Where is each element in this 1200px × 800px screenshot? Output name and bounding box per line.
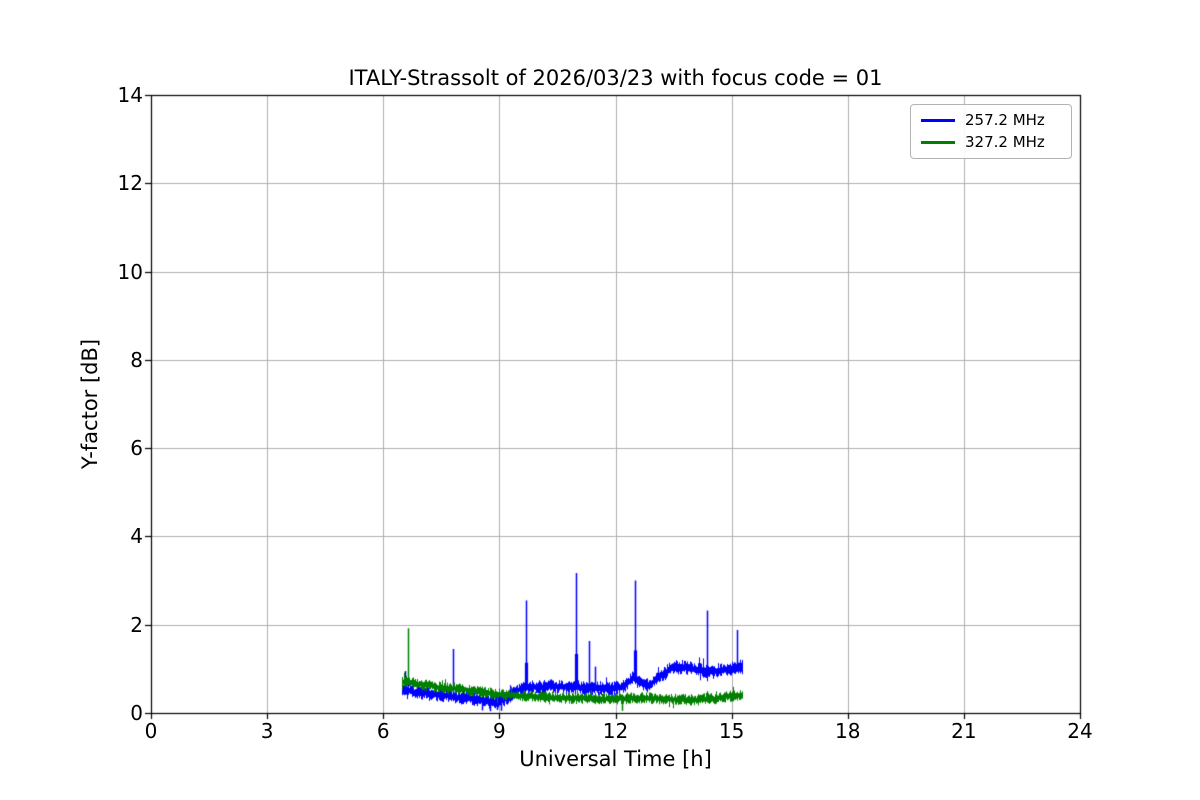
x-tick-label: 9 — [493, 719, 506, 743]
x-axis-label: Universal Time [h] — [519, 747, 712, 771]
x-tick-label: 12 — [602, 719, 629, 743]
y-tick-label: 4 — [130, 524, 143, 549]
x-tick-label: 18 — [835, 719, 861, 743]
x-tick-label: 6 — [376, 719, 390, 743]
y-tick-label: 6 — [130, 436, 143, 461]
legend-line-sample — [921, 119, 955, 122]
x-tick-label: 0 — [144, 719, 158, 743]
y-tick-label: 8 — [130, 347, 143, 372]
y-tick-label: 10 — [117, 259, 143, 284]
x-tick-label: 3 — [260, 719, 274, 743]
legend-label: 257.2 MHz — [965, 111, 1045, 129]
y-tick-label: 12 — [117, 171, 143, 196]
x-tick-label: 15 — [718, 719, 745, 743]
legend-row: 327.2 MHz — [921, 135, 1061, 150]
y-tick-label: 2 — [130, 612, 143, 637]
x-tick-label: 24 — [1067, 719, 1093, 743]
legend-label: 327.2 MHz — [965, 133, 1045, 151]
legend-row: 257.2 MHz — [921, 113, 1061, 128]
y-tick-label: 14 — [117, 83, 143, 107]
legend-line-sample — [921, 141, 955, 144]
x-tick-label: 21 — [951, 719, 977, 743]
y-tick-label: 0 — [130, 701, 143, 725]
legend: 257.2 MHz 327.2 MHz — [910, 104, 1072, 159]
chart-title: ITALY-Strassolt of 2026/03/23 with focus… — [348, 66, 883, 90]
